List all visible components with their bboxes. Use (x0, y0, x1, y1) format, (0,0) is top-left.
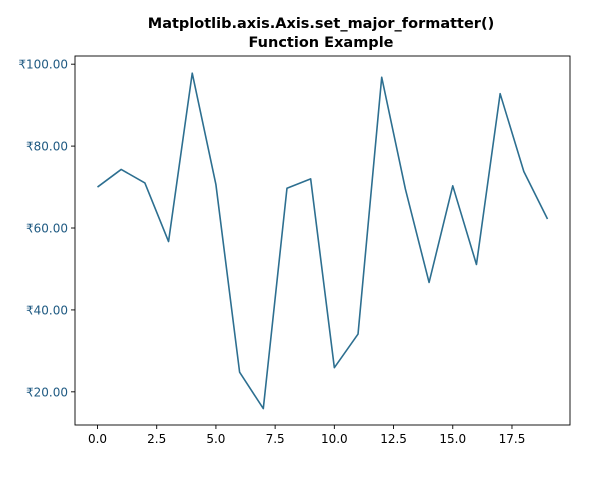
plot-area: 0.0 2.5 5.0 7.5 10.0 12.5 15.0 17.5 ₹20.00 ₹40.00… (18, 55, 571, 446)
chart-title-line-1: Matplotlib.axis.Axis.set_major_formatter… (148, 16, 494, 32)
x-tick-label: 7.5 (266, 432, 285, 446)
y-tick-label: ₹20.00 (26, 385, 68, 399)
x-tick-label: 2.5 (147, 432, 166, 446)
x-tick-label: 12.5 (380, 432, 407, 446)
chart-title-line-2: Function Example (249, 35, 394, 51)
y-tick-label: ₹40.00 (26, 303, 68, 317)
y-tick-label: ₹100.00 (18, 58, 68, 72)
x-tick-label: 17.5 (499, 432, 526, 446)
series-line-0 (97, 72, 549, 410)
axes-frame (74, 55, 571, 426)
x-tick-label: 5.0 (206, 432, 225, 446)
x-tick-label: 15.0 (439, 432, 466, 446)
x-tick-label: 10.0 (321, 432, 348, 446)
y-tick-label: ₹80.00 (26, 140, 68, 154)
y-tick-label: ₹60.00 (26, 222, 68, 236)
x-tick-label: 0.0 (88, 432, 107, 446)
